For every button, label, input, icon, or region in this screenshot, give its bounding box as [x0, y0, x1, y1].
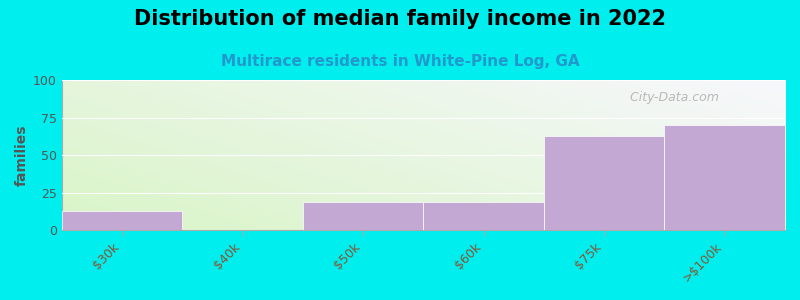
Bar — [62, 211, 182, 230]
Text: Distribution of median family income in 2022: Distribution of median family income in … — [134, 9, 666, 29]
Bar — [665, 125, 785, 230]
Bar — [423, 202, 544, 230]
Bar — [303, 202, 423, 230]
Bar — [544, 136, 665, 230]
Text: City-Data.com: City-Data.com — [626, 91, 718, 103]
Text: Multirace residents in White-Pine Log, GA: Multirace residents in White-Pine Log, G… — [221, 54, 579, 69]
Y-axis label: families: families — [15, 124, 29, 186]
